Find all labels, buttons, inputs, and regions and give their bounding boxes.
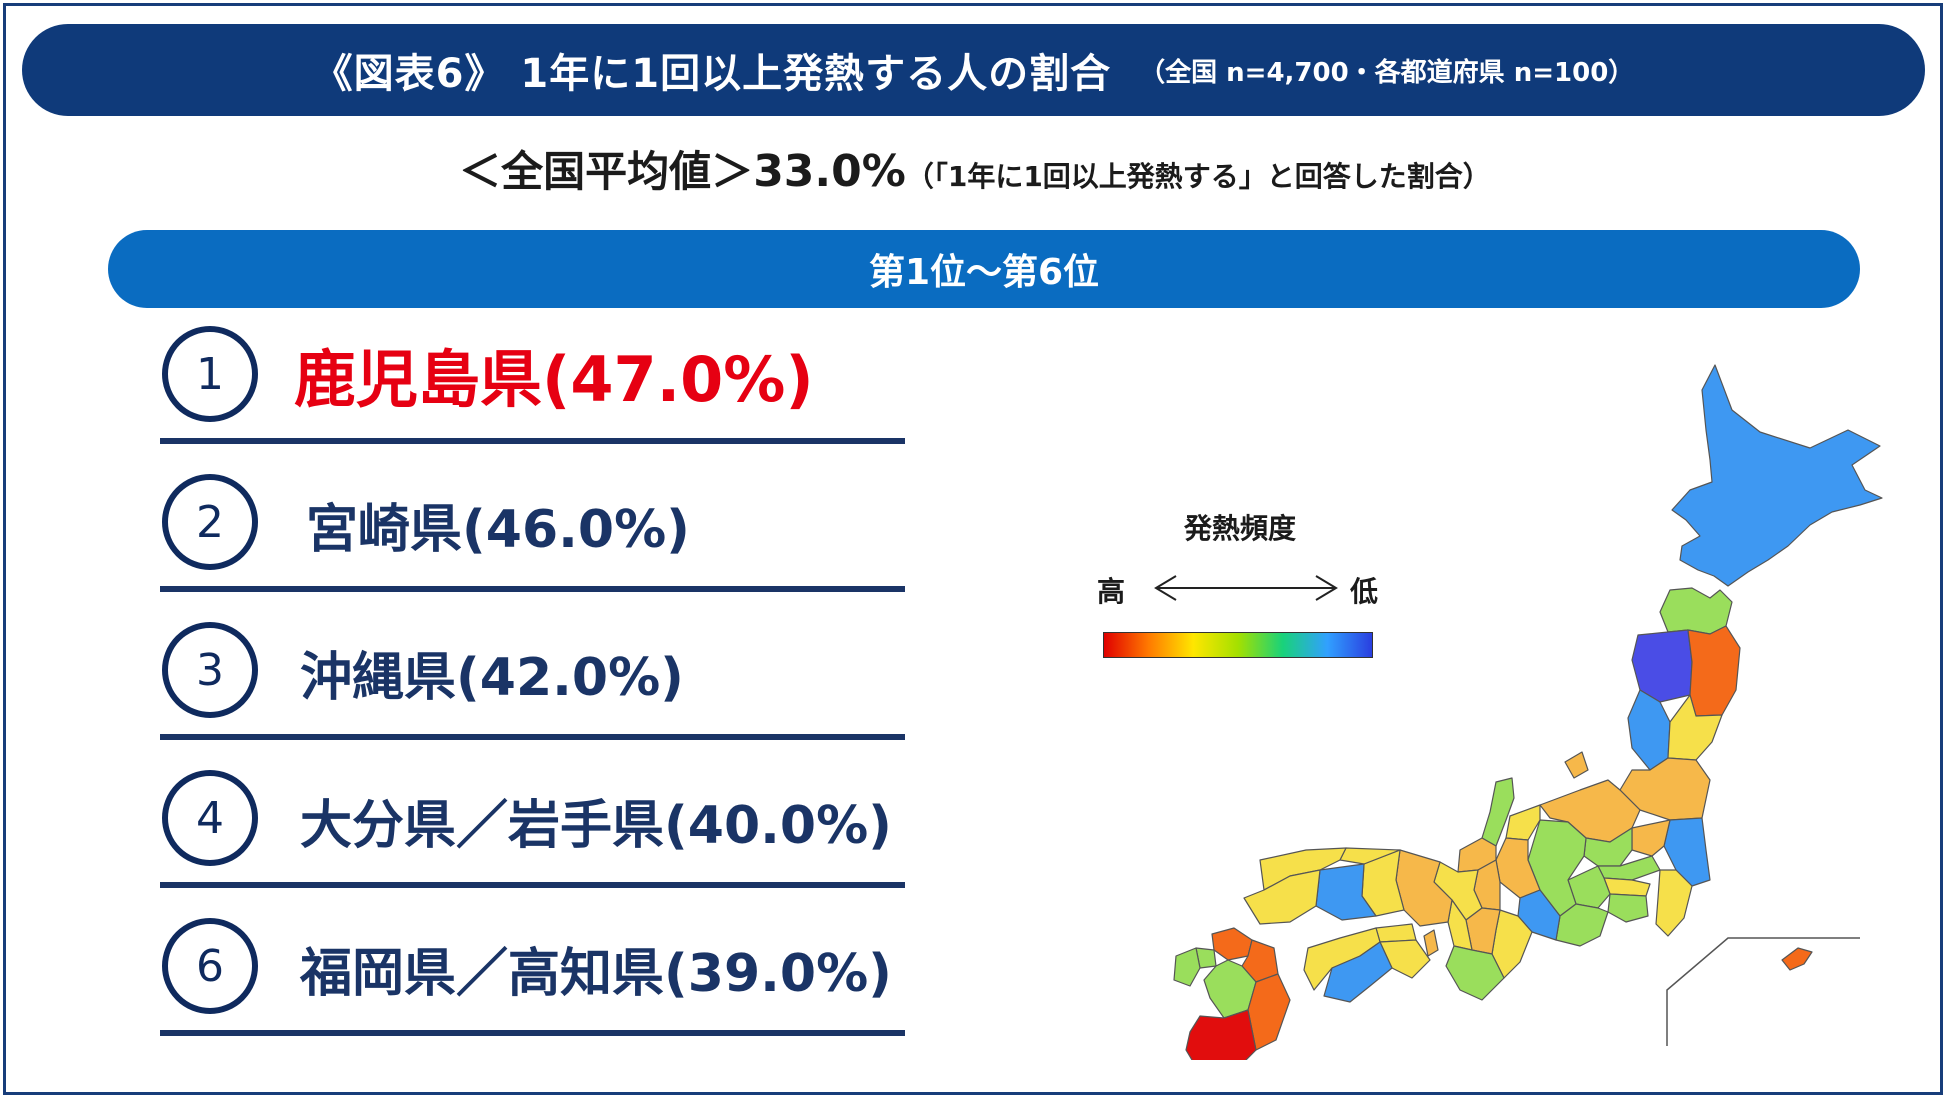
region-kanagawa: [1607, 893, 1649, 923]
chart-title: 《図表6》 1年に1回以上発熱する人の割合: [312, 51, 1112, 97]
national-average-note: （「1年に1回以上発熱する」と回答した割合）: [905, 160, 1491, 193]
region-nagasaki: [1173, 947, 1201, 987]
title-banner: 《図表6》 1年に1回以上発熱する人の割合 （全国 n=4,700・各都道府県 …: [22, 24, 1925, 116]
legend-title: 発熱頻度: [1183, 512, 1296, 545]
legend-low-label: 低: [1350, 575, 1379, 608]
rank-divider: [160, 882, 905, 888]
rank-label: 鹿児島県(47.0%): [294, 343, 814, 416]
double-arrow-icon: [1154, 575, 1338, 601]
region-iwate: [1687, 625, 1741, 717]
rank-divider: [160, 734, 905, 740]
legend-high-label: 高: [1097, 575, 1126, 608]
region-aomori: [1659, 587, 1733, 635]
region-kagawa: [1375, 923, 1417, 943]
rank-label: 福岡県／高知県(39.0%): [300, 943, 892, 1004]
rank-label: 沖縄県(42.0%): [300, 647, 684, 708]
region-ibaraki: [1663, 817, 1711, 887]
national-average-label: ＜全国平均値＞: [459, 147, 754, 196]
region-kochi: [1323, 941, 1393, 1003]
region-chiba: [1655, 869, 1693, 937]
rank-label: 大分県／岩手県(40.0%): [300, 795, 892, 856]
region-tochigi: [1631, 819, 1671, 857]
rank-number-circle: 6: [162, 918, 258, 1014]
japan-choropleth-map: [1173, 364, 1883, 1060]
region-ishikawa: [1481, 777, 1515, 847]
rank-divider: [160, 586, 905, 592]
rank-item-3: 3 沖縄県(42.0%): [160, 618, 905, 766]
ranking-list: 1 鹿児島県(47.0%) 2 宮崎県(46.0%) 3 沖縄県(42.0%) …: [160, 322, 905, 1062]
region-fukuoka: [1211, 927, 1253, 961]
region-awaji: [1423, 929, 1439, 957]
region-hokkaido: [1671, 364, 1883, 587]
national-average-value: 33.0%: [753, 146, 906, 197]
ranking-heading-label: 第1位～第6位: [868, 252, 1100, 293]
national-average: ＜全国平均値＞33.0%（「1年に1回以上発熱する」と回答した割合）: [0, 138, 1950, 199]
legend-color-scale: [1103, 632, 1373, 658]
region-tokyo: [1603, 877, 1651, 897]
rank-number-circle: 2: [162, 474, 258, 570]
rank-divider: [160, 1030, 905, 1036]
okinawa-inset-frame: [1666, 937, 1860, 1046]
region-kagoshima: [1185, 1009, 1257, 1060]
chart-subtitle: （全国 n=4,700・各都道府県 n=100）: [1139, 57, 1635, 88]
rank-label: 宮崎県(46.0%): [306, 499, 690, 560]
rank-number-circle: 4: [162, 770, 258, 866]
rank-divider: [160, 438, 905, 444]
ranking-heading: 第1位～第6位: [108, 230, 1860, 308]
region-wakayama: [1445, 945, 1505, 1001]
region-toyama: [1505, 804, 1541, 841]
rank-number-circle: 3: [162, 622, 258, 718]
region-gunma: [1583, 827, 1633, 867]
rank-number-circle: 1: [162, 326, 258, 422]
rank-item-4: 4 大分県／岩手県(40.0%): [160, 766, 905, 914]
region-shizuoka: [1555, 903, 1609, 947]
region-sado: [1564, 751, 1589, 779]
rank-item-6: 6 福岡県／高知県(39.0%): [160, 914, 905, 1062]
region-okinawa: [1781, 947, 1813, 971]
rank-item-1: 1 鹿児島県(47.0%): [160, 322, 905, 470]
rank-item-2: 2 宮崎県(46.0%): [160, 470, 905, 618]
region-yamagata: [1627, 689, 1671, 771]
region-yamaguchi: [1243, 869, 1321, 925]
